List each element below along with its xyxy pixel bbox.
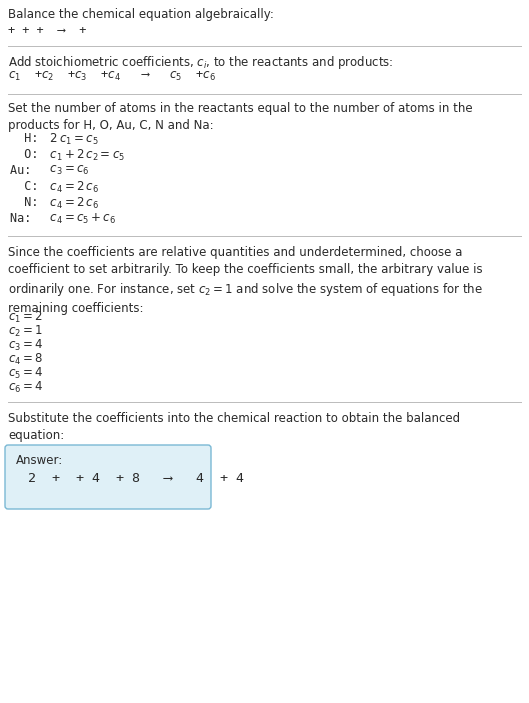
Text: $c_4 = c_5 + c_6$: $c_4 = c_5 + c_6$ — [46, 212, 116, 226]
Text: N:: N: — [10, 196, 45, 209]
Text: C:: C: — [10, 180, 45, 193]
Text: $2\,c_1 = c_5$: $2\,c_1 = c_5$ — [46, 132, 98, 147]
Text: $c_1$  +$c_2$  +$c_3$  +$c_4$   ⟶   $c_5$  +$c_6$: $c_1$ +$c_2$ +$c_3$ +$c_4$ ⟶ $c_5$ +$c_6… — [8, 70, 216, 83]
Text: $c_6 = 4$: $c_6 = 4$ — [8, 380, 43, 395]
Text: Au:: Au: — [10, 164, 39, 177]
Text: Substitute the coefficients into the chemical reaction to obtain the balanced
eq: Substitute the coefficients into the che… — [8, 412, 460, 442]
Text: O:: O: — [10, 148, 45, 161]
Text: Na:: Na: — [10, 212, 39, 225]
Text: Set the number of atoms in the reactants equal to the number of atoms in the
pro: Set the number of atoms in the reactants… — [8, 102, 472, 132]
Text: $c_4 = 2\,c_6$: $c_4 = 2\,c_6$ — [46, 196, 99, 211]
Text: Answer:: Answer: — [16, 454, 63, 467]
Text: $c_4 = 8$: $c_4 = 8$ — [8, 352, 43, 367]
Text: $c_2 = 1$: $c_2 = 1$ — [8, 324, 43, 339]
Text: $c_3 = 4$: $c_3 = 4$ — [8, 338, 43, 353]
Text: $c_1 = 2$: $c_1 = 2$ — [8, 310, 43, 325]
Text: Balance the chemical equation algebraically:: Balance the chemical equation algebraica… — [8, 8, 274, 21]
Text: 2  +  + 4  + 8   ⟶   4  + 4: 2 + + 4 + 8 ⟶ 4 + 4 — [28, 472, 244, 485]
Text: $c_3 = c_6$: $c_3 = c_6$ — [46, 164, 89, 177]
Text: Since the coefficients are relative quantities and underdetermined, choose a
coe: Since the coefficients are relative quan… — [8, 246, 483, 315]
Text: H:: H: — [10, 132, 45, 145]
Text: + + +  ⟶  +: + + + ⟶ + — [8, 24, 86, 37]
Text: Add stoichiometric coefficients, $c_i$, to the reactants and products:: Add stoichiometric coefficients, $c_i$, … — [8, 54, 394, 71]
Text: $c_1 + 2\,c_2 = c_5$: $c_1 + 2\,c_2 = c_5$ — [46, 148, 125, 163]
Text: $c_5 = 4$: $c_5 = 4$ — [8, 366, 43, 381]
Text: $c_4 = 2\,c_6$: $c_4 = 2\,c_6$ — [46, 180, 99, 195]
FancyBboxPatch shape — [5, 445, 211, 509]
